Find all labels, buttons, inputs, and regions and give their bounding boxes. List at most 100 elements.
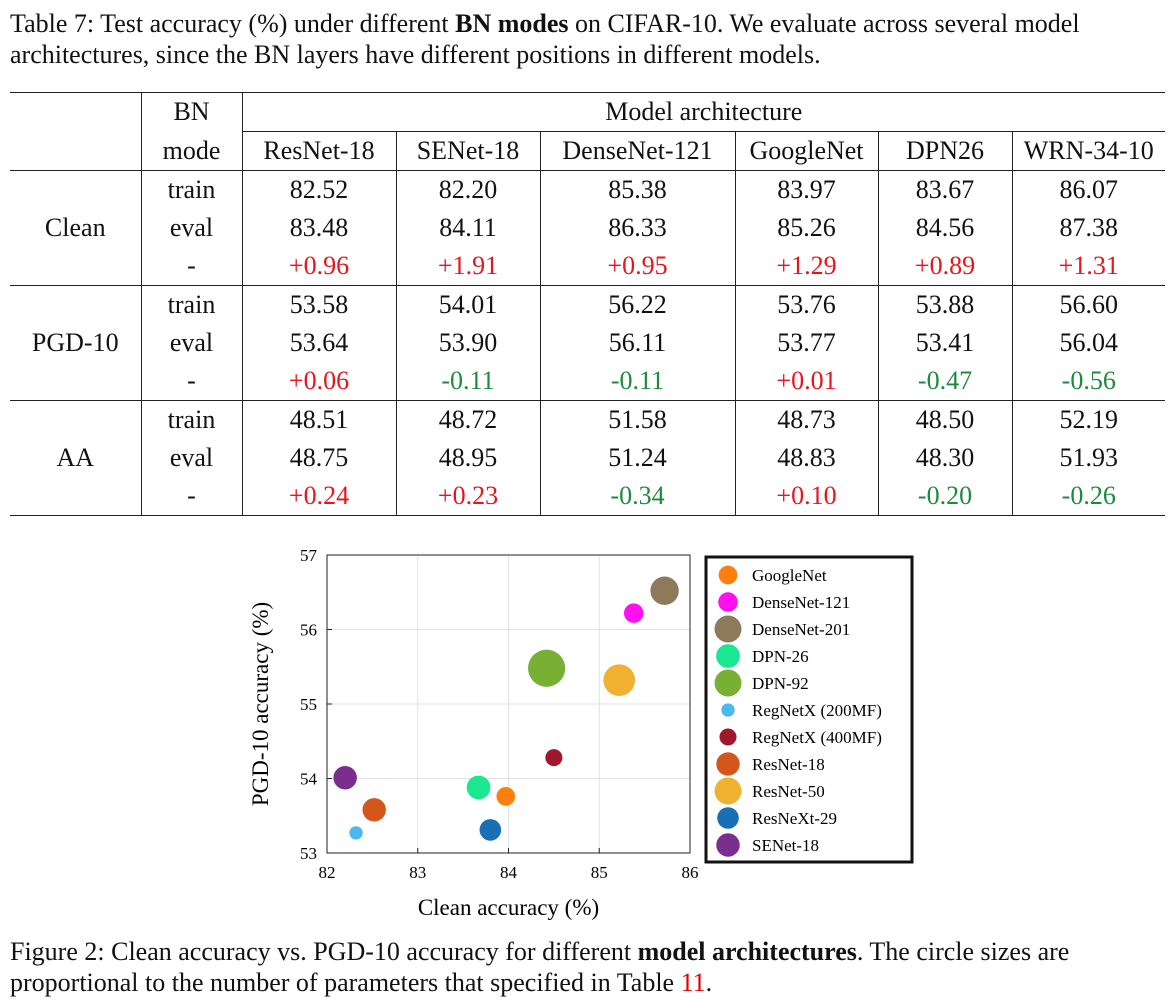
data-point [466,775,491,800]
legend-label: GoogleNet [752,566,827,585]
value-cell: +1.31 [1012,247,1165,286]
bn-mode-cell: train [141,285,243,324]
value-cell: 53.88 [878,285,1013,324]
legend-marker [714,777,742,805]
data-point [333,766,357,790]
model-architecture-header: Model architecture [242,92,1165,132]
legend-label: ResNeXt-29 [752,809,837,828]
value-cell: 48.50 [878,400,1013,439]
value-cell: 54.01 [396,285,541,324]
table-row: eval 83.48 84.11 86.33 85.26 84.56 87.38 [10,209,1165,247]
legend: GoogleNet DenseNet-121 DenseNet-201 DPN-26 D… [714,565,882,857]
value-cell: 84.11 [396,209,541,247]
table-row: eval 48.75 48.95 51.24 48.83 48.30 51.93 [10,439,1165,477]
value-cell: 56.11 [540,324,736,362]
header-empty-cell [10,131,142,171]
legend-marker [721,703,735,717]
table-caption-bold: BN modes [455,9,569,38]
value-cell: 84.56 [878,209,1013,247]
value-cell: 48.95 [396,439,541,477]
bn-mode-cell: eval [141,324,243,362]
value-cell: 56.22 [540,285,736,324]
legend-marker [719,728,737,746]
column-header: WRN-34-10 [1012,131,1165,171]
x-tick-label: 82 [319,863,336,882]
bn-header-line1: BN [141,92,243,132]
value-cell: 51.58 [540,400,736,439]
legend-marker [717,807,739,829]
value-cell: 83.97 [735,170,879,209]
value-cell: 85.26 [735,209,879,247]
value-cell: 48.83 [735,439,879,477]
column-header: GoogleNet [735,131,879,171]
axis-ticks: 82 83 84 85 86 53 54 55 56 57 [300,546,699,882]
value-cell: 53.77 [735,324,879,362]
legend-label: DPN-26 [752,647,809,666]
figure-caption-suffix: . The circle sizes are proportional to t… [10,937,1070,997]
header-empty-cell [10,92,142,132]
value-cell: +0.10 [735,477,879,516]
legend-marker [714,669,742,697]
value-cell: +0.23 [396,477,541,516]
data-point [528,649,566,687]
legend-marker [718,565,738,585]
value-cell: 53.41 [878,324,1013,362]
y-tick-label: 54 [300,770,318,789]
y-tick-label: 56 [300,621,317,640]
value-cell: -0.34 [540,477,736,516]
value-cell: 82.20 [396,170,541,209]
header-row-2: mode ResNet-18 SENet-18 DenseNet-121 GoogleN… [10,131,1165,171]
value-cell: 48.51 [242,400,397,439]
value-cell: 51.24 [540,439,736,477]
bn-header-line2: mode [141,131,243,171]
value-cell: +1.29 [735,247,879,286]
value-cell: 87.38 [1059,213,1119,242]
table-caption-suffix: on CIFAR-10. We evaluate across several … [10,9,1080,69]
group-label: AA [10,400,142,516]
x-tick-label: 84 [500,863,518,882]
value-cell: -0.11 [396,362,541,401]
legend-marker [716,833,740,857]
figure-caption: Figure 2: Clean accuracy vs. PGD-10 accu… [10,936,1165,998]
group-label: Clean [10,170,142,286]
table-row: AA train 48.51 48.72 51.58 48.73 48.50 52.19 [10,400,1165,516]
data-point [479,819,502,841]
column-header: SENet-18 [396,131,541,171]
legend-box [704,555,914,864]
y-tick-label: 53 [300,844,317,863]
value-cell: 56.04 [1059,328,1119,357]
value-cell: +0.96 [242,247,397,286]
value-cell: 82.52 [242,170,397,209]
value-cell: 51.93 [1059,443,1119,472]
legend-label: RegNetX (400MF) [752,728,882,747]
bn-mode-cell: train [141,400,243,439]
table-reference-link[interactable]: 11 [680,968,706,997]
figure-caption-bold: model architectures [637,937,857,966]
value-cell: 86.33 [540,209,736,247]
value-cell: 53.58 [242,285,397,324]
value-cell: 53.76 [735,285,879,324]
value-cell: 83.48 [242,209,397,247]
value-cell: 48.30 [878,439,1013,477]
data-point [650,576,679,605]
value-cell: 48.72 [396,400,541,439]
value-cell: 53.90 [396,324,541,362]
value-cell: +0.89 [878,247,1013,286]
column-header: DenseNet-121 [540,131,736,171]
value-cell: 52.19 [1059,405,1119,434]
data-point [623,603,644,623]
value-cell: +0.06 [242,362,397,401]
data-point [362,798,386,822]
value-cell: +0.01 [735,362,879,401]
x-tick-label: 85 [591,863,608,882]
value-cell: +0.95 [540,247,736,286]
x-axis-label: Clean accuracy (%) [418,895,599,920]
value-cell: +1.91 [396,247,541,286]
value-cell: 56.60 [1059,290,1119,319]
value-cell: 83.67 [878,170,1013,209]
table-caption-prefix: Table 7: Test accuracy (%) under differe… [10,9,456,38]
figure-caption-end: . [705,968,713,997]
group-label: PGD-10 [10,285,142,401]
table-row: Clean train 82.52 82.20 85.38 83.97 83.67 86.07 [10,170,1165,286]
header-row-1: BN Model architecture [10,92,1165,132]
